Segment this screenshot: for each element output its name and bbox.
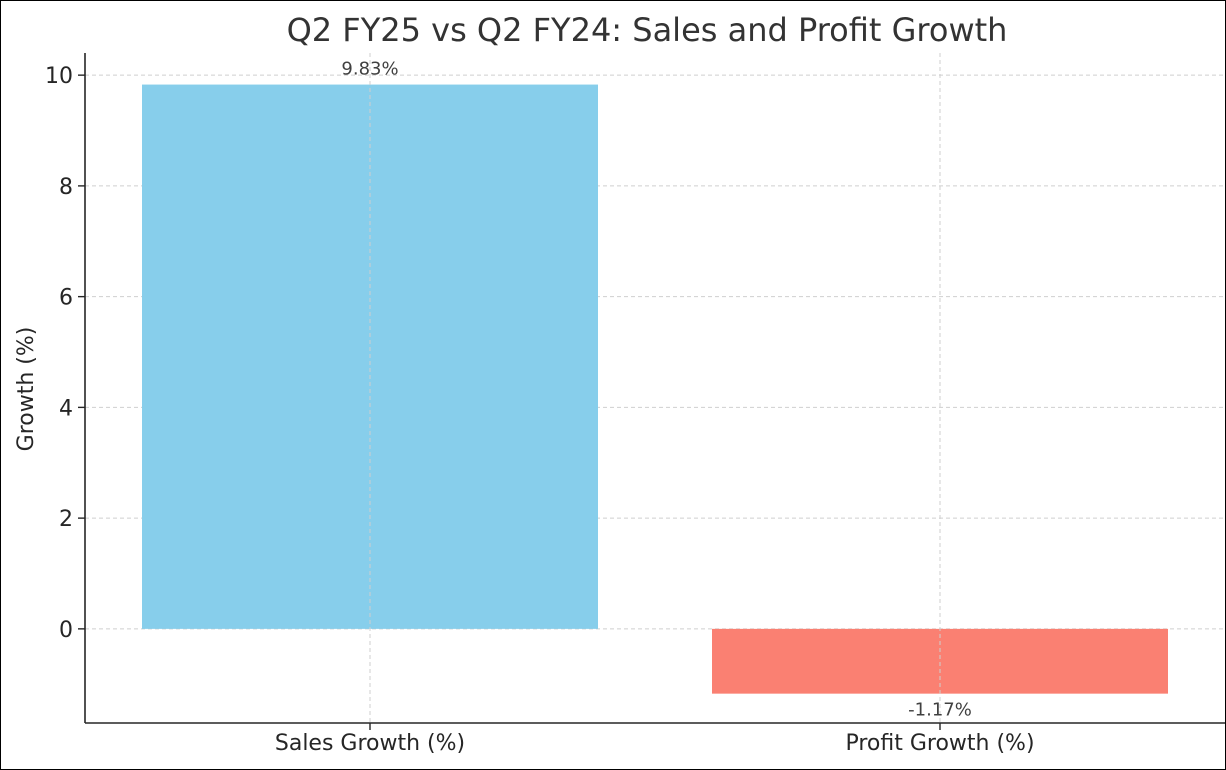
data-label-0: 9.83% (341, 59, 398, 80)
bar-1 (712, 628, 1168, 694)
y-tick-label-2: 4 (59, 396, 73, 421)
label-layer: 0 2 4 6 8 10 Sales Growth (%) Profit Growth (%)… (45, 59, 1035, 756)
bar-layer (142, 84, 1168, 694)
x-tick-label-0: Sales Growth (%) (275, 731, 465, 756)
y-tick-label-1: 2 (59, 507, 73, 532)
y-tick-label-3: 6 (59, 286, 73, 311)
chart-title: Q2 FY25 vs Q2 FY24: Sales and Profit Gro… (287, 11, 1008, 49)
y-axis-title: Growth (%) (14, 327, 39, 452)
y-tick-label-4: 8 (59, 175, 73, 200)
data-label-1: -1.17% (908, 700, 972, 721)
x-tick-label-1: Profit Growth (%) (845, 731, 1034, 756)
axis-layer (78, 53, 1225, 730)
y-tick-label-0: 0 (59, 618, 73, 643)
y-tick-label-5: 10 (45, 64, 73, 89)
